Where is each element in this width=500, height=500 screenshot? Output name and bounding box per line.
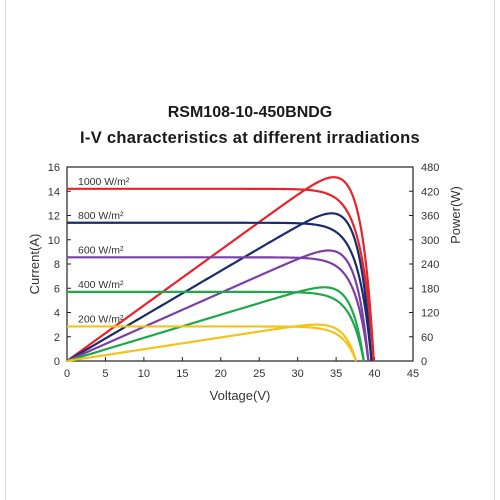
- x-tick-label: 0: [64, 368, 70, 380]
- pv-curve-4: [66, 323, 358, 363]
- pv-curve-3: [66, 286, 365, 363]
- iv-curve-3: [67, 290, 365, 362]
- left-border: [5, 0, 6, 500]
- x-tick-label: 20: [215, 368, 227, 380]
- series-label-0: 1000 W/m²: [78, 176, 130, 188]
- y-tick-label: 4: [54, 308, 60, 320]
- pv-curve-1: [66, 212, 373, 362]
- y-tick-label: 12: [48, 211, 60, 223]
- y-tick-label: 10: [48, 235, 60, 247]
- y-tick-label: 14: [48, 186, 60, 198]
- series-label-2: 600 W/m²: [78, 244, 124, 256]
- series-label-3: 400 W/m²: [78, 279, 124, 291]
- series-label-1: 800 W/m²: [78, 210, 124, 222]
- iv-curve-2: [67, 256, 370, 362]
- chart-title: RSM108-10-450BNDG: [167, 104, 333, 121]
- y2-tick-label: 420: [421, 186, 439, 198]
- y-axis-label: Current(A): [27, 234, 42, 295]
- y2-tick-label: 0: [421, 356, 427, 368]
- y-tick-label: 6: [54, 283, 60, 295]
- x-tick-label: 15: [176, 368, 188, 380]
- y-tick-label: 2: [54, 332, 60, 344]
- y2-tick-label: 480: [421, 162, 439, 174]
- x-tick-label: 30: [292, 368, 304, 380]
- x-tick-label: 10: [138, 368, 150, 380]
- pv-curve-2: [66, 249, 370, 363]
- y-tick-label: 8: [54, 259, 60, 271]
- series-label-4: 200 W/m²: [78, 313, 124, 325]
- y2-axis-label: Power(W): [448, 186, 463, 244]
- y2-tick-label: 300: [421, 235, 439, 247]
- chart-subtitle: I-V characteristics at different irradia…: [80, 129, 420, 147]
- y2-tick-label: 240: [421, 259, 439, 271]
- x-tick-label: 45: [407, 368, 419, 380]
- iv-curve-4: [67, 325, 358, 362]
- y2-tick-label: 120: [421, 308, 439, 320]
- iv-curve-0: [67, 187, 375, 362]
- x-axis-label: Voltage(V): [210, 388, 271, 403]
- right-border: [494, 0, 495, 500]
- y2-tick-label: 360: [421, 211, 439, 223]
- pv-curve-0: [66, 176, 375, 362]
- x-tick-label: 35: [330, 368, 342, 380]
- x-tick-label: 25: [253, 368, 265, 380]
- iv-curve-1: [67, 221, 373, 362]
- y2-tick-label: 180: [421, 283, 439, 295]
- y-tick-label: 16: [48, 162, 60, 174]
- x-tick-label: 40: [368, 368, 380, 380]
- y-tick-label: 0: [54, 356, 60, 368]
- x-tick-label: 5: [102, 368, 108, 380]
- y2-tick-label: 60: [421, 332, 433, 344]
